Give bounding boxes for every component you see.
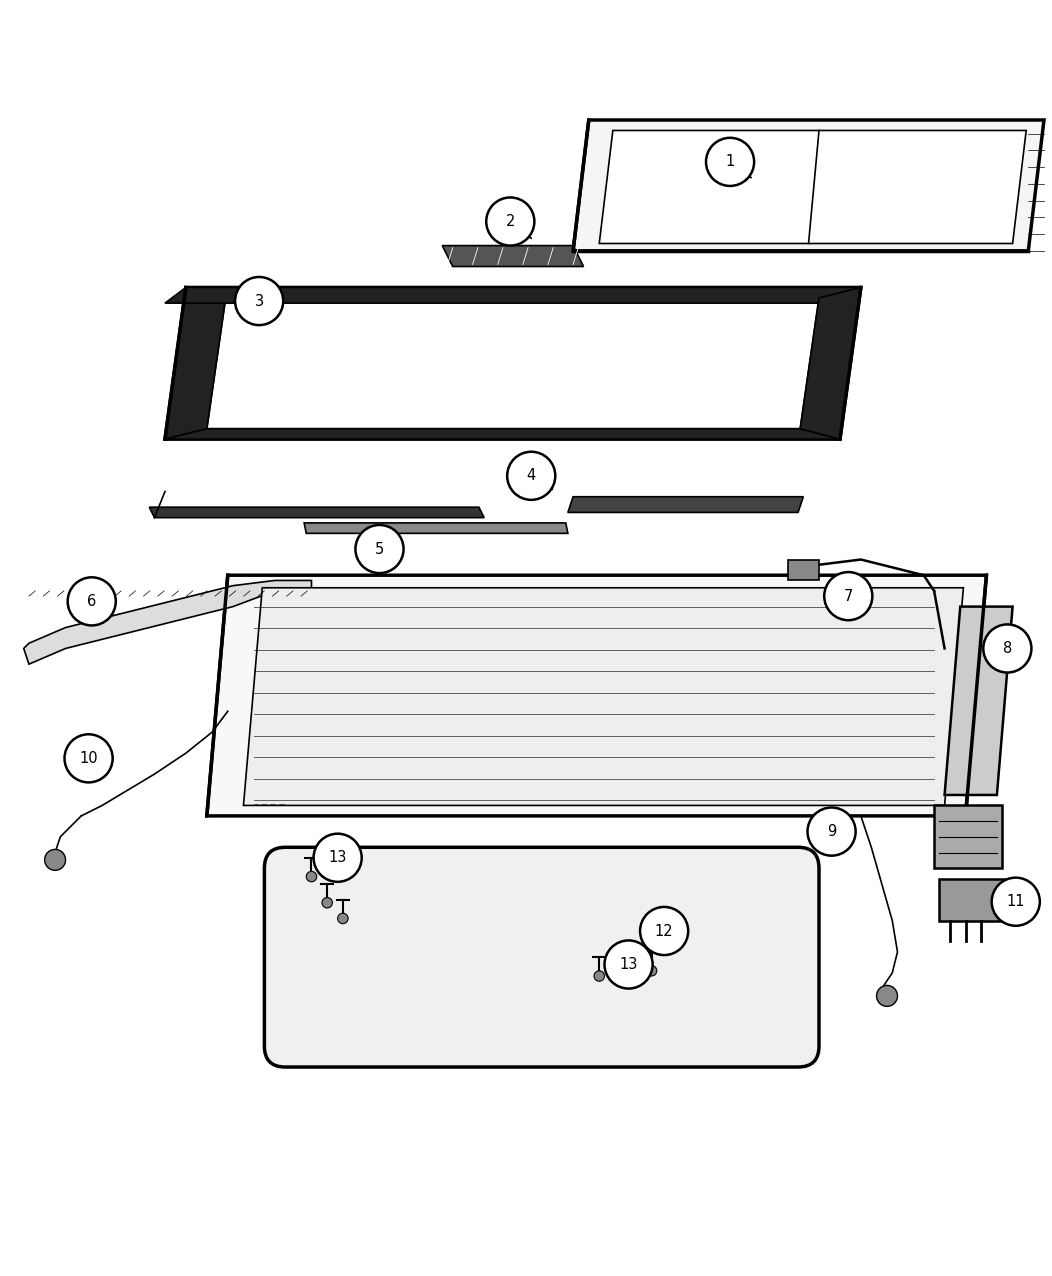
Circle shape — [605, 940, 652, 989]
Circle shape — [992, 878, 1039, 926]
Circle shape — [306, 872, 317, 882]
Circle shape — [338, 914, 348, 924]
Polygon shape — [600, 130, 1026, 244]
Polygon shape — [207, 575, 987, 815]
Polygon shape — [165, 429, 839, 439]
Polygon shape — [24, 581, 311, 665]
Polygon shape — [945, 606, 1013, 795]
Text: 11: 11 — [1007, 894, 1025, 910]
Circle shape — [876, 985, 897, 1007]
Circle shape — [322, 897, 332, 909]
Text: 6: 6 — [87, 593, 97, 609]
Circle shape — [356, 524, 404, 573]
Text: 13: 13 — [328, 850, 347, 865]
Circle shape — [67, 577, 116, 625]
Polygon shape — [207, 297, 820, 429]
Circle shape — [594, 971, 605, 981]
Circle shape — [621, 971, 630, 981]
Polygon shape — [939, 879, 1008, 920]
Polygon shape — [573, 120, 1044, 251]
Polygon shape — [165, 287, 861, 304]
FancyBboxPatch shape — [264, 847, 820, 1067]
Circle shape — [640, 907, 688, 954]
Circle shape — [313, 833, 362, 882]
Circle shape — [44, 850, 65, 870]
Polygon shape — [243, 588, 964, 805]
Circle shape — [64, 734, 113, 782]
Polygon shape — [801, 287, 861, 439]
Circle shape — [706, 138, 754, 186]
Circle shape — [824, 572, 872, 620]
Polygon shape — [934, 805, 1003, 868]
Text: 7: 7 — [844, 588, 853, 604]
Text: 9: 9 — [827, 824, 836, 840]
Circle shape — [808, 808, 855, 856]
Text: 12: 12 — [654, 924, 673, 939]
Text: 10: 10 — [79, 750, 98, 766]
Polygon shape — [568, 496, 804, 513]
Polygon shape — [165, 287, 861, 439]
Text: 8: 8 — [1003, 641, 1012, 656]
Text: 2: 2 — [506, 214, 515, 228]
Circle shape — [646, 966, 656, 976]
Polygon shape — [304, 523, 568, 533]
Circle shape — [507, 452, 555, 500]
Circle shape — [984, 624, 1031, 672]
Text: 1: 1 — [726, 154, 734, 170]
Polygon shape — [165, 287, 226, 439]
Text: 13: 13 — [620, 957, 638, 972]
Text: 5: 5 — [375, 541, 384, 556]
Polygon shape — [442, 245, 584, 267]
Text: 3: 3 — [255, 293, 264, 309]
Circle shape — [235, 277, 283, 325]
Circle shape — [486, 198, 534, 245]
Polygon shape — [149, 507, 484, 518]
Text: 4: 4 — [527, 468, 535, 484]
Polygon shape — [788, 559, 820, 581]
